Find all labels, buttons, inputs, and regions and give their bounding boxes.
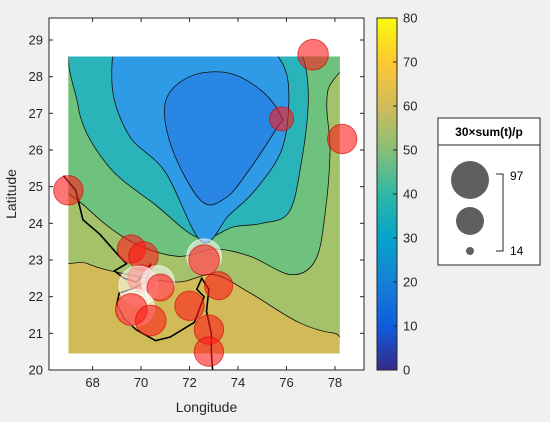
- x-tick-label: 78: [328, 375, 342, 390]
- data-point-12: [188, 244, 220, 276]
- colorbar-tick-label: 50: [403, 143, 417, 158]
- colorbar-tick-label: 80: [403, 11, 417, 26]
- data-point-0: [53, 175, 84, 206]
- legend-circle-medium: [456, 207, 484, 235]
- data-point-17: [297, 38, 329, 71]
- data-points: [53, 38, 358, 367]
- y-tick-label: 24: [29, 216, 43, 231]
- legend-title: 30×sum(t)/p: [455, 125, 523, 139]
- legend-circle-small: [466, 247, 474, 255]
- colorbar: 0 10 20 30 40 50 60 70 80: [376, 11, 417, 378]
- coastline: [62, 175, 214, 371]
- colorbar-tick-label: 60: [403, 99, 417, 114]
- x-tick-label: 76: [279, 375, 293, 390]
- legend-circle-large: [451, 161, 489, 199]
- x-axis-label: Longitude: [176, 399, 238, 415]
- x-tick-label: 74: [231, 375, 245, 390]
- data-point-6: [146, 273, 175, 302]
- x-tick-label: 68: [85, 375, 99, 390]
- legend-bracket: [496, 173, 504, 252]
- colorbar-ticks: 0 10 20 30 40 50 60 70 80: [393, 11, 417, 378]
- x-axis: 68 70 72 74 76 78: [85, 18, 342, 390]
- data-point-16: [269, 106, 295, 132]
- x-tick-label: 72: [182, 375, 196, 390]
- y-axis-label: Latitude: [3, 169, 19, 219]
- y-tick-label: 20: [29, 363, 43, 378]
- axes-frame: [48, 17, 365, 371]
- data-point-10: [174, 290, 205, 322]
- legend-min-label: 14: [510, 244, 524, 258]
- y-tick-label: 21: [29, 326, 43, 341]
- contour-field: [68, 56, 340, 354]
- legend-max-label: 97: [510, 169, 524, 183]
- y-tick-label: 27: [29, 106, 43, 121]
- legend-box: [437, 117, 541, 266]
- y-tick-label: 25: [29, 179, 43, 194]
- y-tick-label: 26: [29, 143, 43, 158]
- y-tick-label: 28: [29, 69, 43, 84]
- y-tick-label: 22: [29, 289, 43, 304]
- data-point-9: [134, 304, 167, 337]
- y-tick-label: 29: [29, 33, 43, 48]
- size-legend: 30×sum(t)/p 97 14: [437, 117, 541, 266]
- y-tick-label: 23: [29, 253, 43, 268]
- colorbar-tick-label: 10: [403, 319, 417, 334]
- colorbar-tick-label: 30: [403, 231, 417, 246]
- colorbar-tick-label: 20: [403, 275, 417, 290]
- y-axis: 20 21 22 23 24 25 26 27 28 29: [29, 33, 364, 378]
- colorbar-tick-label: 0: [403, 363, 410, 378]
- x-tick-label: 70: [134, 375, 148, 390]
- data-point-18: [326, 123, 358, 155]
- data-point-13: [204, 271, 234, 301]
- colorbar-tick-label: 40: [403, 187, 417, 202]
- colorbar-tick-label: 70: [403, 55, 417, 70]
- data-point-15: [193, 336, 225, 367]
